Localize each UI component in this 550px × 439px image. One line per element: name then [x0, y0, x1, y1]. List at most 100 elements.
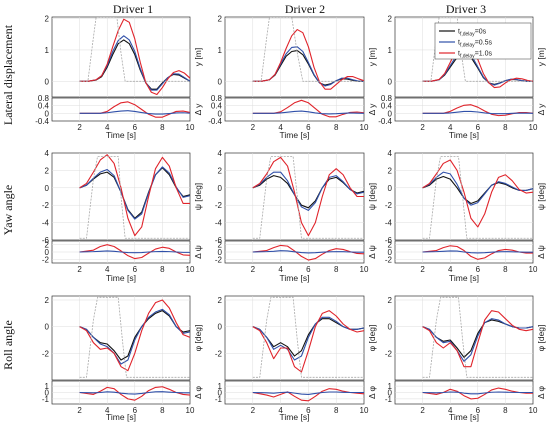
delta-r3c2-xtick-label: 10: [360, 406, 369, 415]
main-r2c1-ylabel: ψ [deg]: [193, 183, 203, 210]
delta-r1c1-ytick-label: 0: [45, 109, 50, 118]
delta-r3c3-line-red: [422, 387, 533, 400]
legend-sub: f,delay: [460, 32, 475, 38]
xlabel-r1c2: Time [s]: [280, 130, 310, 140]
delta-r3c1-ytick-label: 1: [45, 382, 50, 391]
delta-r1c1-line-blue: [79, 110, 190, 115]
delta-r3c3-xtick-label: 6: [476, 406, 481, 415]
main-r1c1-series-group: [79, 17, 190, 96]
delta-r2c1-xtick-label: 10: [186, 265, 195, 274]
main-r2c2-ytick-label: -6: [215, 236, 223, 245]
delta-r2c3-xtick-label: 4: [448, 265, 453, 274]
delta-r3c1-xtick-label: 10: [186, 406, 195, 415]
delta-r2c1-ytick-label: 0: [45, 248, 50, 257]
main-r1c1-line-red: [79, 18, 190, 96]
delta-r2c2-xtick-label: 10: [360, 265, 369, 274]
delta-r3c2-ytick-label: 1: [218, 382, 223, 391]
main-r3c2-line-blue: [252, 316, 364, 361]
legend-sub: f,delay: [460, 54, 475, 60]
main-r2c2-ytick-label: 4: [218, 149, 223, 158]
delta-r2c1-ytick-label: 2: [45, 241, 50, 250]
legend-value: =1.0s: [475, 51, 493, 58]
delta-r2c1-line-blue: [79, 250, 190, 254]
delta-r1c3-ytick-label: -0.4: [378, 117, 392, 126]
main-r3c3-line-gray: [422, 296, 533, 378]
main-r2c1-line-gray: [79, 156, 190, 239]
main-r3c2-line-gray: [252, 296, 364, 378]
delta-r2c2-xtick-label: 8: [334, 265, 339, 274]
main-r2c1-series-group: [79, 154, 190, 239]
delta-r2c1-xtick-label: 8: [160, 265, 165, 274]
main-r1c2-ytick-label: 2: [218, 15, 223, 24]
main-r2c3-line-gray: [422, 156, 533, 239]
legend-t: t: [458, 40, 460, 47]
delta-r2c2-ytick-label: -2: [215, 255, 223, 264]
main-r3c2-ylabel: φ [deg]: [367, 325, 377, 352]
delta-r3c2-xtick-label: 2: [251, 406, 256, 415]
column-title-2: Driver 2: [285, 2, 325, 16]
delta-r1c2-xtick-label: 10: [360, 123, 369, 132]
main-r1c3-ylabel: y [m]: [536, 48, 546, 66]
main-r2c1-ytick-label: -6: [42, 236, 50, 245]
main-r3c1-line-gray: [79, 296, 190, 378]
delta-r3c2-ylabel: Δ φ: [367, 385, 377, 399]
main-r2c2-ytick-label: 2: [218, 166, 223, 175]
delta-r2c2-line-blue: [252, 250, 364, 254]
main-r3c2-series-group: [252, 296, 364, 378]
main-r1c2-ylabel: y [m]: [367, 48, 377, 66]
delta-r1c2-ytick-label: 0.8: [211, 94, 223, 103]
main-r2c1-line-red: [79, 154, 190, 237]
delta-r2c2-xtick-label: 4: [278, 265, 283, 274]
delta-r1c3-xtick-label: 2: [420, 123, 425, 132]
row-label-lateral: Lateral displacement: [1, 24, 15, 125]
main-r2c3-ytick-label: -2: [385, 201, 393, 210]
delta-r1c2-ylabel: Δ y: [367, 103, 377, 116]
delta-r2c3-ylabel: Δ ψ: [536, 245, 546, 259]
column-title-1: Driver 1: [113, 2, 153, 16]
delta-r1c1-xtick-label: 4: [105, 123, 110, 132]
main-r1c2-line-red: [252, 28, 364, 90]
delta-r2c1-line-red: [79, 244, 190, 260]
main-r1c2-ytick-label: 0: [218, 77, 223, 86]
main-r3c3-frame: [394, 295, 534, 381]
delta-r2c2-ytick-label: 2: [218, 241, 223, 250]
legend-label-black: tf,delay=0s: [458, 29, 487, 38]
delta-r3c1-ytick-label: -1: [42, 395, 50, 404]
main-r1c1-frame: [51, 16, 191, 98]
main-r3c2-line-red: [252, 310, 364, 373]
main-r1c2-frame: [224, 16, 365, 98]
delta-r1c1-xtick-label: 8: [160, 123, 165, 132]
main-r2c2-series-group: [252, 156, 364, 239]
main-r1c3-line-blue: [422, 50, 533, 86]
main-r2c3-ytick-label: 2: [388, 166, 393, 175]
main-r3c2-ytick-label: 2: [218, 296, 223, 305]
delta-r1c1-ytick-label: -0.4: [35, 117, 49, 126]
main-r2c2-line-gray: [252, 156, 364, 239]
main-r3c1-frame: [51, 295, 191, 381]
delta-r2c3-xtick-label: 6: [476, 265, 481, 274]
delta-r1c2-ytick-label: 0.4: [211, 102, 223, 111]
main-r1c2-ytick-label: 1: [218, 46, 223, 55]
main-r3c1-ytick-label: -2: [42, 349, 50, 358]
legend-label-blue: tf,delay=0.5s: [458, 40, 493, 49]
delta-r3c3-xtick-label: 2: [420, 406, 425, 415]
delta-r1c1-ytick-label: 0.8: [38, 94, 50, 103]
main-r2c2-frame: [224, 152, 365, 241]
xlabel-r3c3: Time [s]: [449, 412, 479, 422]
delta-r1c1-frame: [51, 97, 191, 122]
delta-r1c1-xtick-label: 10: [186, 123, 195, 132]
delta-r1c3-ylabel: Δ y: [536, 103, 546, 116]
main-r3c2-ytick-label: -2: [215, 349, 223, 358]
main-r3c1-ytick-label: 0: [45, 323, 50, 332]
main-r3c2-ytick-label: 0: [218, 323, 223, 332]
delta-r1c3-ytick-label: 0.8: [381, 94, 393, 103]
main-r3c3-series-group: [422, 296, 533, 378]
xlabel-r2c2: Time [s]: [280, 273, 310, 283]
delta-r2c3-line-blue: [422, 250, 533, 254]
delta-r3c2-ytick-label: -1: [215, 395, 223, 404]
